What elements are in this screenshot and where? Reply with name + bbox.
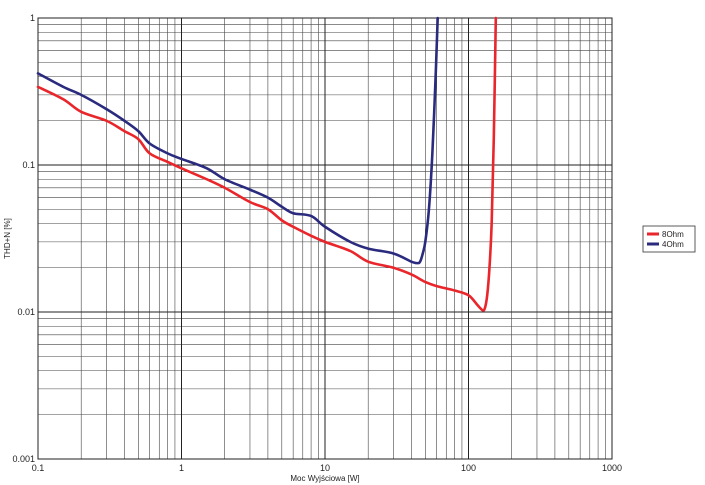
y-tick-label: 0.01: [17, 307, 35, 317]
series-line-4ohm: [36, 16, 439, 265]
legend-label-8ohm: 8Ohm: [662, 230, 684, 239]
x-axis-title: Moc Wyjściowa [W]: [290, 474, 359, 483]
y-tick-labels: 0.001 0.01 0.1 1: [12, 13, 35, 464]
x-tick-label: 10: [320, 463, 330, 473]
y-tick-label: 0.1: [22, 160, 35, 170]
x-tick-label: 1: [179, 463, 184, 473]
y-tick-label: 0.001: [12, 454, 35, 464]
y-tick-label: 1: [30, 13, 35, 23]
grid-minor-vertical: [80, 18, 606, 459]
y-axis-title: THD+N [%]: [3, 218, 12, 259]
x-tick-label: 0.1: [32, 463, 45, 473]
x-tick-label: 1000: [602, 463, 622, 473]
x-tick-labels: 0.1 1 10 100 1000: [32, 463, 622, 473]
legend-label-4ohm: 4Ohm: [662, 240, 684, 249]
plot-frame: [37, 17, 613, 460]
series-line-8ohm: [36, 16, 498, 312]
legend-box: [642, 225, 696, 253]
series-layer: [36, 16, 498, 312]
legend: 8Ohm 4Ohm: [642, 225, 696, 253]
x-tick-label: 100: [461, 463, 476, 473]
